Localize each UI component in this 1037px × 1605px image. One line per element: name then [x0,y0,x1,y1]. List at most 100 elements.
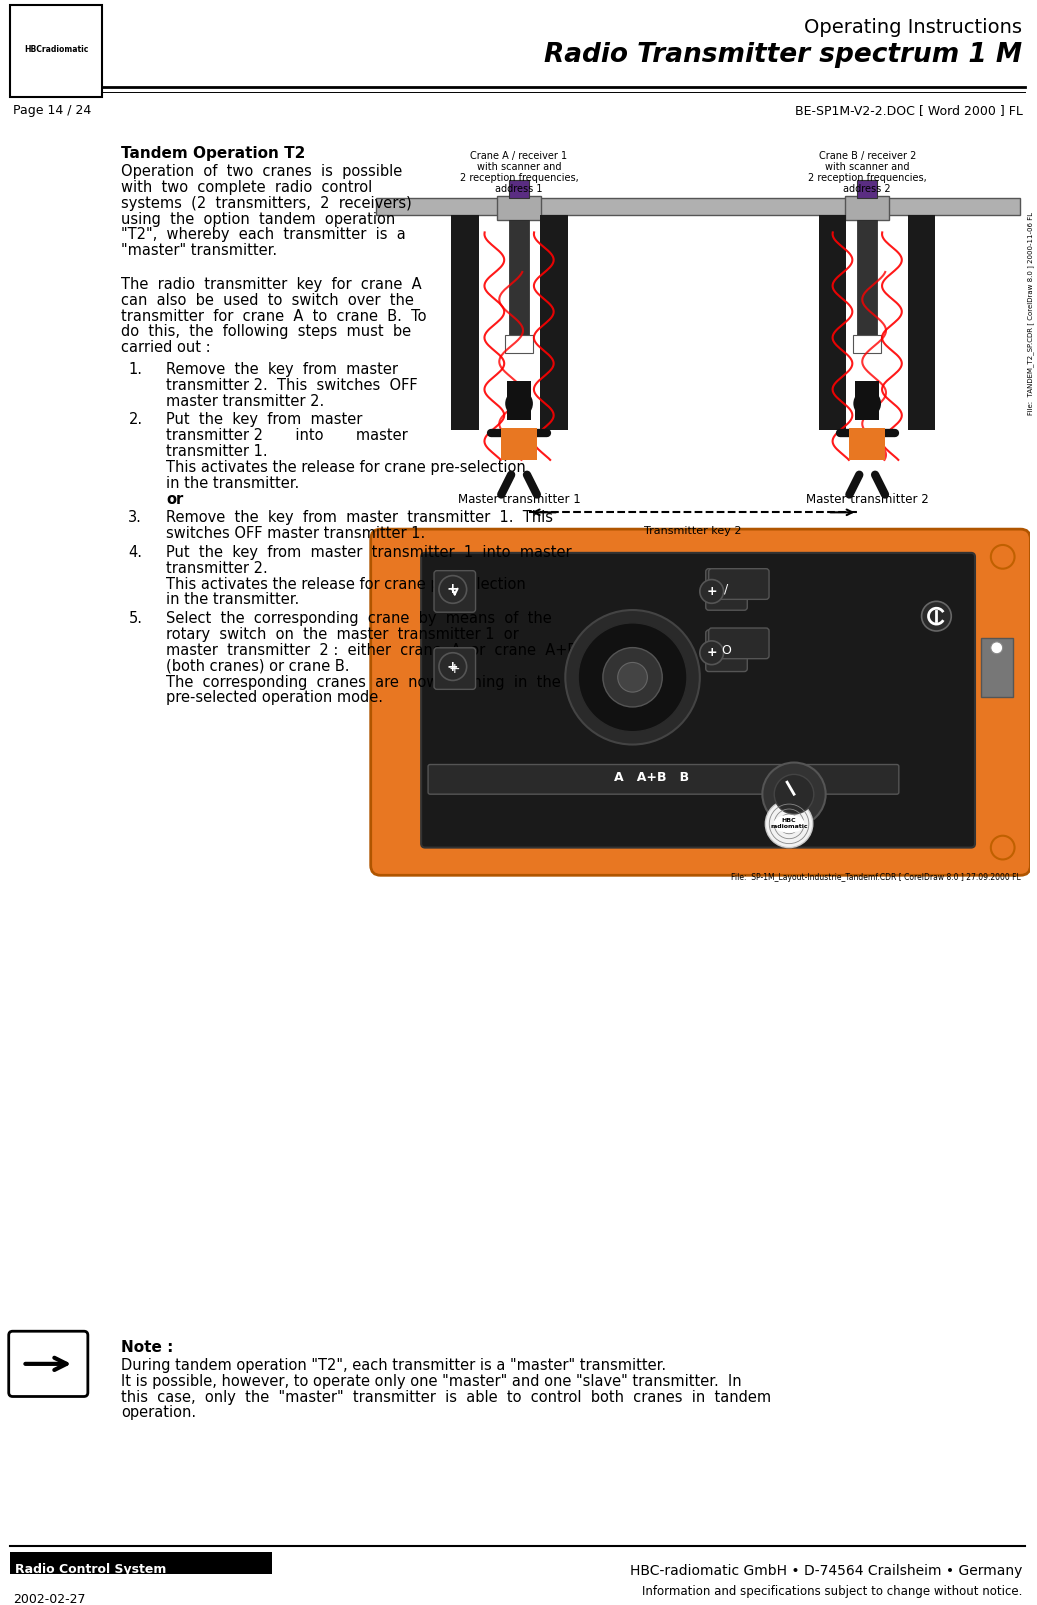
Bar [507,380,531,421]
Circle shape [853,390,881,417]
Circle shape [775,774,814,814]
Bar [9,5,102,96]
FancyBboxPatch shape [435,648,476,690]
Text: transmitter  for  crane  A  to  crane  B.  To: transmitter for crane A to crane B. To [121,308,427,324]
Text: Master transmitter 2: Master transmitter 2 [806,493,928,506]
Text: transmitter 2       into       master: transmitter 2 into master [166,429,408,443]
Text: 4.: 4. [129,546,142,560]
Text: This activates the release for crane pre-selection: This activates the release for crane pre… [166,461,526,475]
Text: transmitter 2.  This  switches  OFF: transmitter 2. This switches OFF [166,377,418,393]
Text: Crane A / receiver 1: Crane A / receiver 1 [471,151,567,162]
Bar [858,180,877,197]
Text: File:  TANDEM_T2_SP.CDR [ CorelDraw 8.0 ] 2000-11-06 FL: File: TANDEM_T2_SP.CDR [ CorelDraw 8.0 ]… [1028,212,1034,416]
Bar [853,335,881,353]
Circle shape [618,663,647,692]
Text: HBC-radiomatic GmbH • D-74564 Crailsheim • Germany: HBC-radiomatic GmbH • D-74564 Crailsheim… [630,1563,1022,1578]
Text: It is possible, however, to operate only one "master" and one "slave" transmitte: It is possible, however, to operate only… [121,1374,742,1388]
FancyBboxPatch shape [428,764,899,794]
FancyBboxPatch shape [708,628,769,658]
Text: master transmitter 2.: master transmitter 2. [166,393,325,409]
Bar [498,196,541,220]
Text: HBC
radiomatic: HBC radiomatic [770,819,808,830]
Text: address 2: address 2 [843,185,891,194]
Text: Operation  of  two  cranes  is  possible: Operation of two cranes is possible [121,164,402,180]
Bar [540,215,567,430]
Text: 2.: 2. [129,412,142,427]
Bar [505,335,533,353]
Circle shape [439,576,467,603]
Text: +: + [706,647,717,660]
Text: in the transmitter.: in the transmitter. [166,475,300,491]
FancyBboxPatch shape [421,552,975,847]
Circle shape [579,623,686,732]
Circle shape [765,801,813,847]
Text: Crane B / receiver 2: Crane B / receiver 2 [818,151,916,162]
FancyBboxPatch shape [706,568,748,610]
Circle shape [602,647,663,706]
Bar [370,143,1026,485]
Text: Put  the  key  from  master: Put the key from master [166,412,362,427]
Bar [858,220,877,348]
Text: 3.: 3. [129,510,142,525]
Text: Radio Control System: Radio Control System [15,1563,166,1576]
Bar [501,429,537,461]
Text: 2 reception frequencies,: 2 reception frequencies, [808,173,927,183]
Text: or: or [166,491,184,507]
FancyBboxPatch shape [370,530,1031,875]
Bar [849,429,885,461]
Text: +: + [449,661,460,676]
Text: +: + [447,660,458,674]
Text: systems  (2  transmitters,  2  receivers): systems (2 transmitters, 2 receivers) [121,196,413,210]
Text: Transmitter key 2: Transmitter key 2 [644,526,741,536]
Circle shape [700,579,724,603]
Circle shape [922,602,951,631]
Text: operation.: operation. [121,1406,197,1420]
Text: rotary  switch  on  the  master  transmitter 1  or: rotary switch on the master transmitter … [166,628,518,642]
Text: do  this,  the  following  steps  must  be: do this, the following steps must be [121,324,412,339]
Circle shape [990,836,1014,859]
FancyBboxPatch shape [435,571,476,612]
Text: +: + [447,583,458,597]
Text: BE-SP1M-V2-2.DOC [ Word 2000 ] FL: BE-SP1M-V2-2.DOC [ Word 2000 ] FL [794,104,1022,117]
Text: carried out :: carried out : [121,340,212,355]
Bar [9,1552,272,1573]
Text: Select  the  corresponding  crane  by  means  of  the: Select the corresponding crane by means … [166,612,552,626]
Circle shape [505,390,533,417]
Text: in the transmitter.: in the transmitter. [166,592,300,607]
Text: pre-selected operation mode.: pre-selected operation mode. [166,690,383,705]
Text: 2002-02-27: 2002-02-27 [12,1594,85,1605]
Text: "T2",  whereby  each  transmitter  is  a: "T2", whereby each transmitter is a [121,228,407,242]
FancyBboxPatch shape [706,631,748,671]
Bar [981,637,1012,697]
Text: with  two  complete  radio  control: with two complete radio control [121,180,372,194]
Text: "master" transmitter.: "master" transmitter. [121,244,278,258]
Text: HBCradiomatic: HBCradiomatic [24,45,88,55]
Text: Remove  the  key  from  master: Remove the key from master [166,363,398,377]
Circle shape [762,762,825,827]
Text: Master transmitter 1: Master transmitter 1 [457,493,581,506]
Text: (both cranes) or crane B.: (both cranes) or crane B. [166,658,349,674]
Text: A   A+B   B: A A+B B [614,770,689,783]
Text: Radio Transmitter spectrum 1 M: Radio Transmitter spectrum 1 M [544,42,1022,67]
Circle shape [990,642,1003,653]
Text: O: O [722,644,731,658]
Ellipse shape [774,815,805,833]
Text: Note :: Note : [121,1340,174,1355]
Bar [819,215,846,430]
Text: transmitter 2.: transmitter 2. [166,560,268,576]
Bar [845,196,889,220]
Text: 2 reception frequencies,: 2 reception frequencies, [459,173,579,183]
Bar [509,180,529,197]
Text: Put  the  key  from  master  transmitter  1  into  master: Put the key from master transmitter 1 in… [166,546,571,560]
Ellipse shape [22,27,91,72]
Text: File:  SP-1M_Layout-Industrie_Tandemf.CDR [ CorelDraw 8.0 ] 27.09.2000 FL: File: SP-1M_Layout-Industrie_Tandemf.CDR… [731,873,1020,883]
Text: using  the  option  tandem  operation: using the option tandem operation [121,212,396,226]
Text: /: / [725,583,729,595]
Bar [509,220,529,348]
Circle shape [990,546,1014,568]
Text: master  transmitter  2 :  either  crane  A  or  crane  A+B: master transmitter 2 : either crane A or… [166,644,578,658]
Circle shape [439,653,467,681]
Bar [856,380,879,421]
Text: Operating Instructions: Operating Instructions [805,18,1022,37]
Text: +: + [706,584,717,599]
